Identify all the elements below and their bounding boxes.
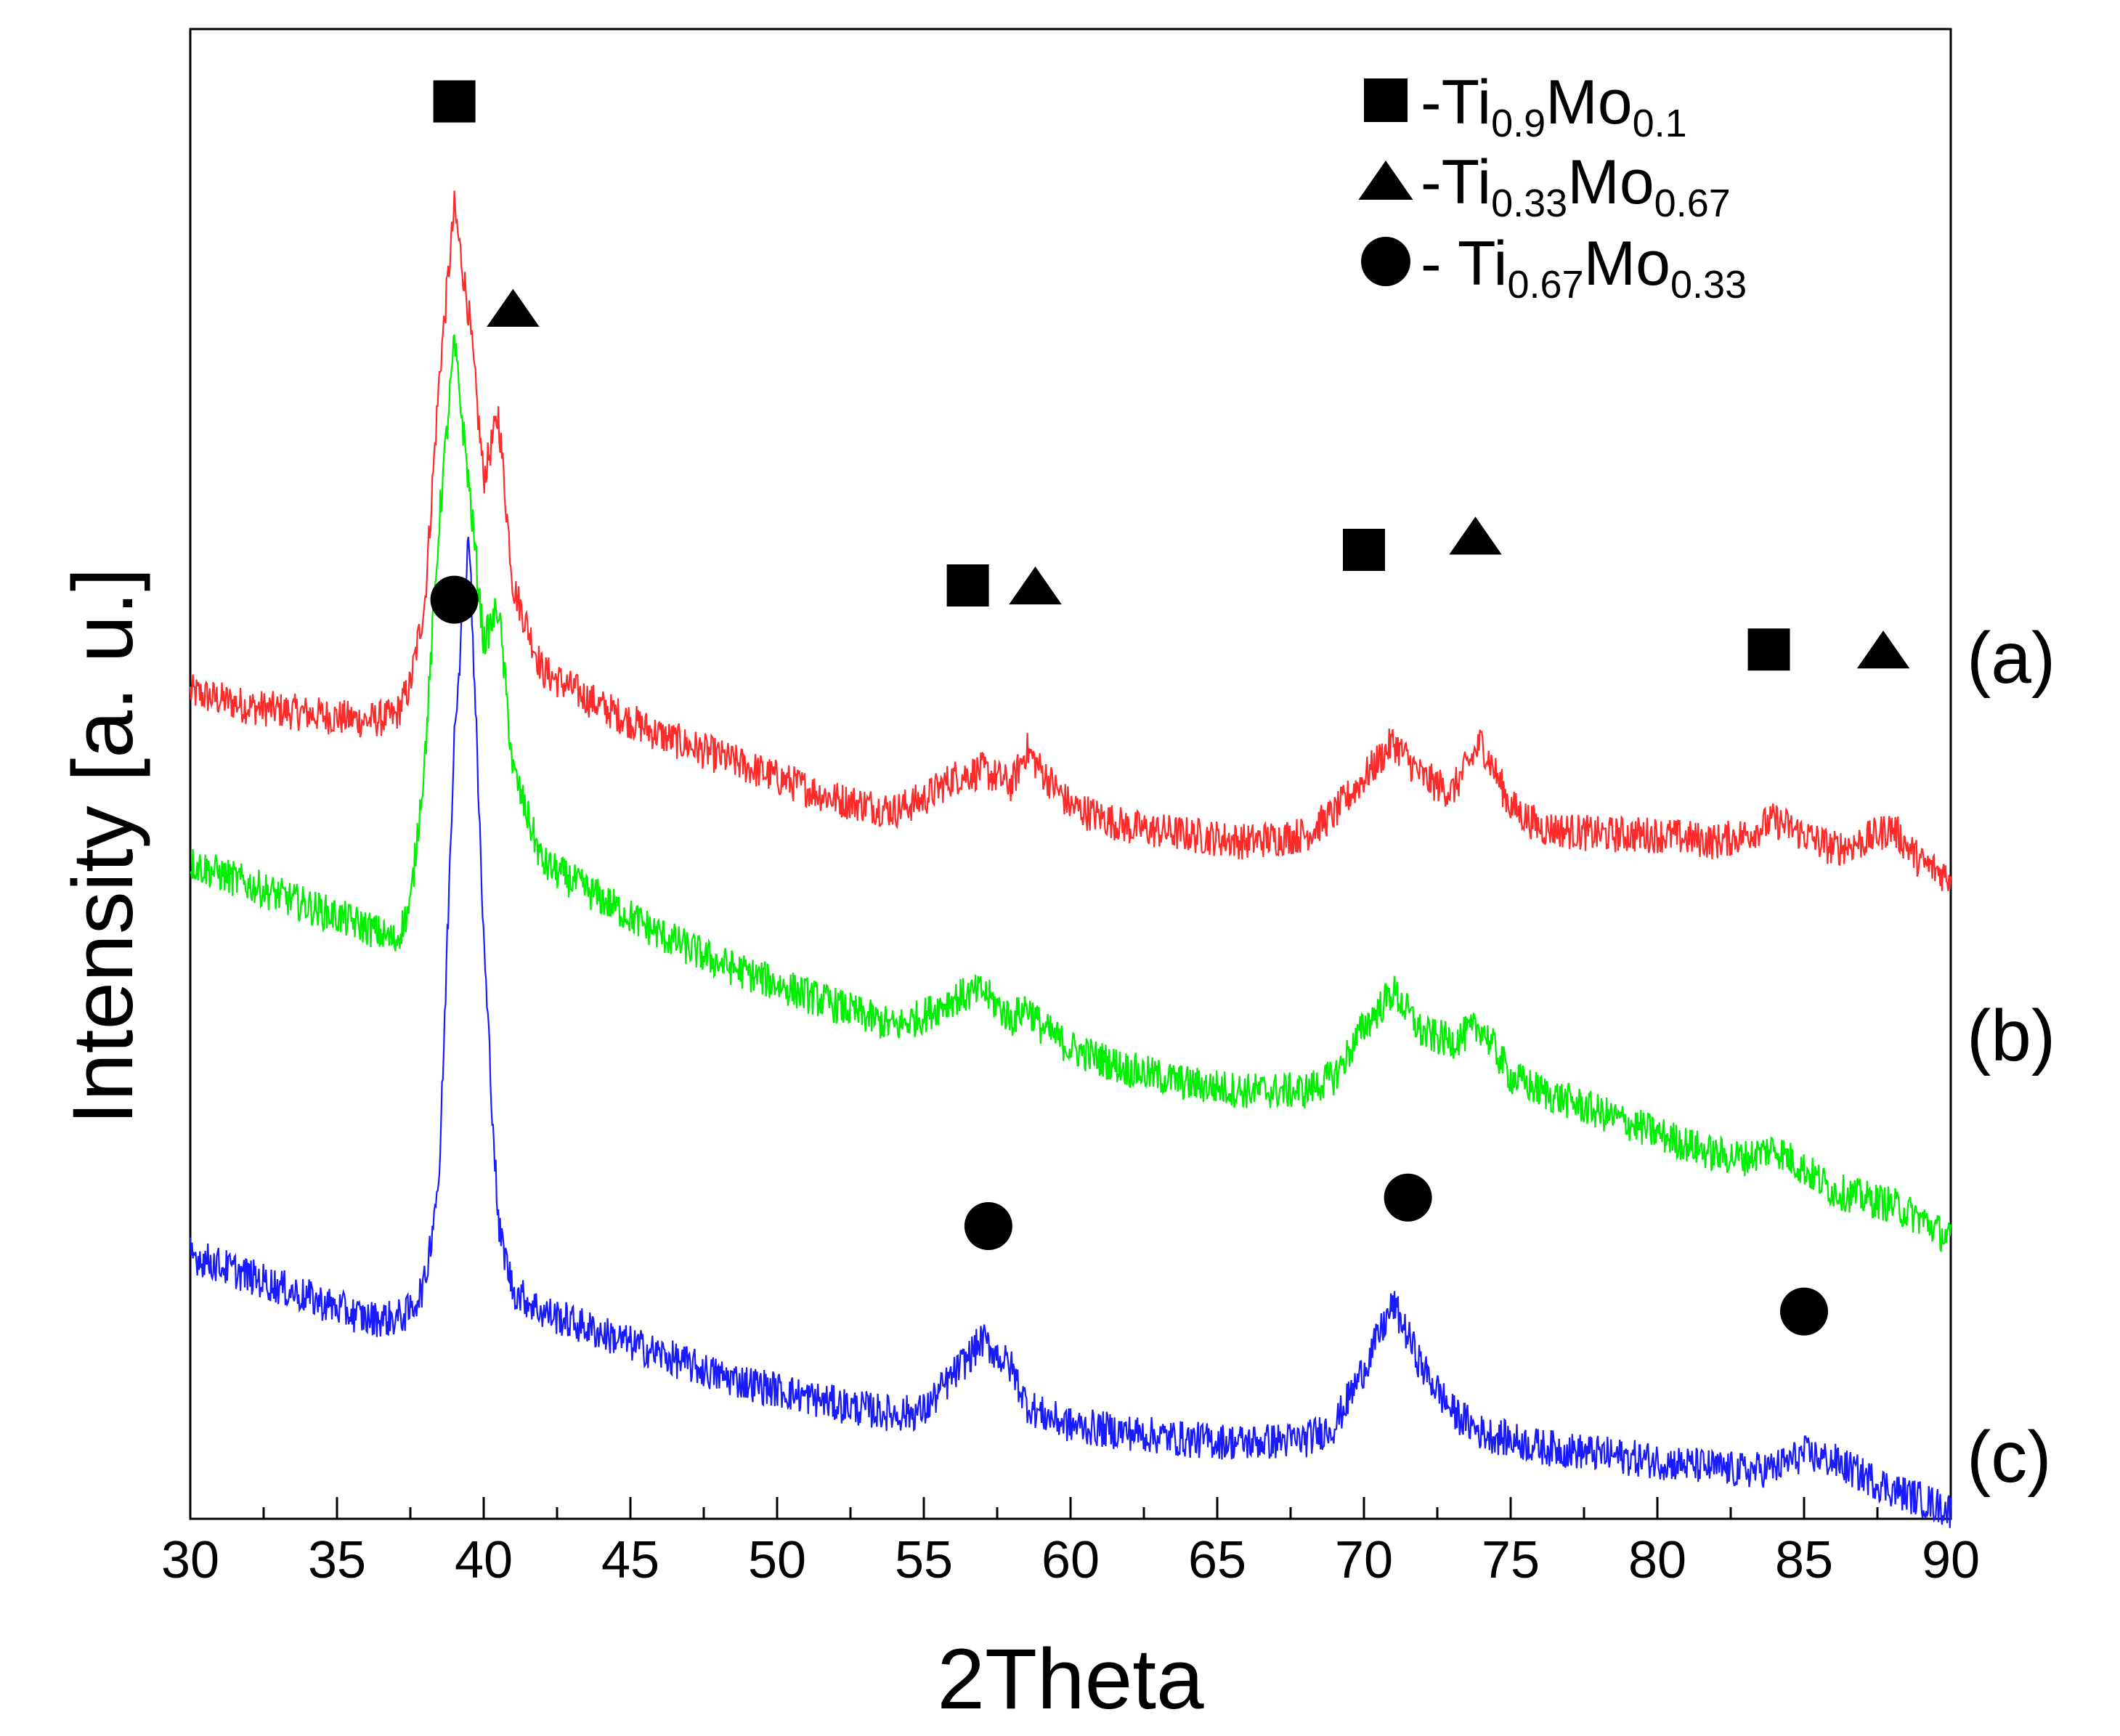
- circle-peak-marker: [1384, 1173, 1432, 1222]
- legend-square-icon: [1364, 78, 1408, 122]
- x-tick-label: 75: [1482, 1531, 1540, 1589]
- plot-frame: [189, 28, 1952, 1520]
- circle-peak-marker: [430, 575, 479, 624]
- x-axis-label: 2Theta: [937, 1631, 1204, 1727]
- circle-peak-marker: [964, 1202, 1012, 1250]
- legend-text-part: 0.1: [1633, 102, 1687, 145]
- square-peak-marker: [433, 80, 476, 123]
- legend-text-part: - Ti: [1421, 229, 1507, 299]
- x-tick-label: 45: [601, 1531, 659, 1589]
- series-layer: [189, 190, 1952, 1528]
- peak-markers: [430, 80, 1910, 1336]
- series-line-2: [189, 536, 1952, 1528]
- legend-text-part: -Ti: [1421, 68, 1491, 137]
- x-tick-label: 80: [1628, 1531, 1686, 1589]
- curve-label: (b): [1967, 995, 2055, 1076]
- curve-labels: (a) (b) (c): [1967, 617, 2055, 1498]
- x-tick-label: 85: [1775, 1531, 1833, 1589]
- x-tick-label: 55: [895, 1531, 953, 1589]
- x-tick-label: 35: [308, 1531, 366, 1589]
- x-tick-label: 70: [1335, 1531, 1393, 1589]
- triangle-peak-marker: [1856, 630, 1910, 669]
- x-tick-label: 30: [161, 1531, 219, 1589]
- legend-text-part: 0.33: [1670, 263, 1747, 307]
- square-peak-marker: [1343, 529, 1385, 571]
- legend-text-part: 0.67: [1654, 182, 1731, 225]
- square-peak-marker: [946, 564, 989, 607]
- series-line-1: [190, 334, 1952, 1252]
- legend-text-part: 0.33: [1491, 182, 1567, 225]
- legend-triangle-icon: [1358, 161, 1413, 200]
- curve-label: (a): [1967, 617, 2055, 699]
- legend-circle-icon: [1361, 237, 1410, 286]
- square-peak-marker: [1747, 628, 1790, 671]
- legend-text-part: Mo: [1567, 147, 1654, 217]
- legend-text-part: 0.9: [1491, 102, 1546, 145]
- triangle-peak-marker: [1449, 516, 1502, 555]
- x-tick-label: 50: [748, 1531, 806, 1589]
- legend-text-part: -Ti: [1421, 147, 1491, 217]
- legend-text-part: Mo: [1584, 229, 1670, 299]
- x-tick-label: 90: [1922, 1531, 1980, 1589]
- y-axis-label: Intensity [a. u.]: [55, 567, 151, 1124]
- x-tick-label: 65: [1188, 1531, 1246, 1589]
- legend-text-part: 0.67: [1507, 263, 1583, 307]
- triangle-peak-marker: [487, 288, 540, 327]
- triangle-peak-marker: [1009, 566, 1062, 605]
- legend-entry-2: - Ti0.67Mo0.33: [1421, 229, 1747, 307]
- legend-entry-1: -Ti0.33Mo0.67: [1421, 147, 1731, 225]
- x-axis-ticks: 30 35 40 45 50 55 60 65 70 75 80 85 90: [161, 1497, 1980, 1589]
- legend: -Ti0.9Mo0.1-Ti0.33Mo0.67- Ti0.67Mo0.33: [1358, 68, 1747, 307]
- legend-entry-0: -Ti0.9Mo0.1: [1421, 68, 1687, 145]
- x-tick-label: 40: [455, 1531, 513, 1589]
- legend-text-part: Mo: [1546, 68, 1632, 137]
- circle-peak-marker: [1780, 1287, 1828, 1336]
- curve-label: (c): [1967, 1416, 2052, 1498]
- x-tick-label: 60: [1041, 1531, 1100, 1589]
- series-line-0: [189, 190, 1952, 891]
